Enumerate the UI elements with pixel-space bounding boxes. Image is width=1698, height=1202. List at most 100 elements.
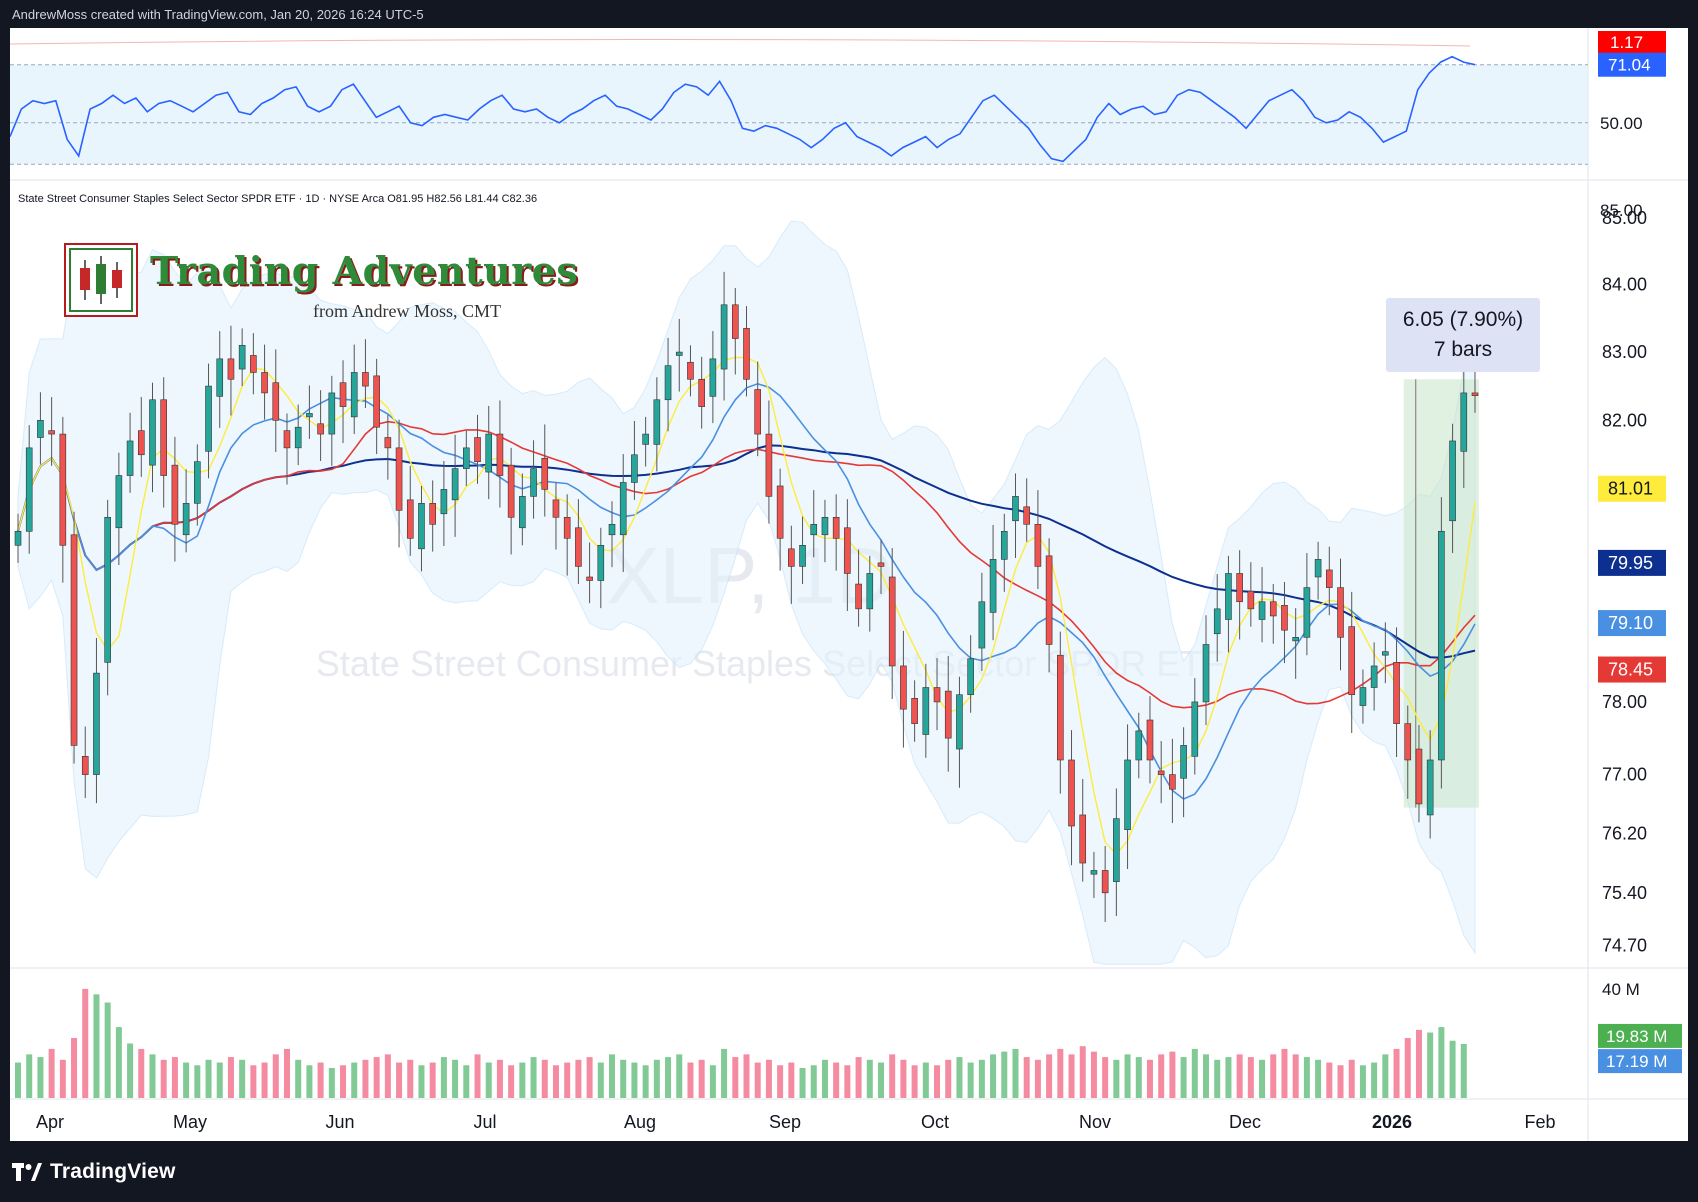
- price-tag: [1598, 656, 1666, 683]
- candle-body: [1068, 759, 1075, 827]
- candle-body: [149, 399, 156, 466]
- candle-body: [328, 392, 336, 435]
- candle-body: [900, 665, 907, 710]
- candle-body: [731, 304, 739, 339]
- candle-body: [922, 687, 930, 735]
- candle-body: [788, 548, 795, 567]
- candle-body: [967, 658, 974, 696]
- candle-body: [765, 433, 773, 497]
- volume-bar: [687, 1062, 694, 1098]
- volume-bar: [1415, 1029, 1422, 1098]
- volume-bar: [71, 1038, 78, 1098]
- volume-bar: [272, 1054, 279, 1098]
- volume-bar: [911, 1065, 918, 1098]
- candle-body: [799, 545, 806, 567]
- volume-bar: [15, 1062, 21, 1098]
- volume-bar: [317, 1062, 324, 1098]
- candle-body: [418, 503, 425, 550]
- candle-body: [687, 361, 694, 380]
- x-axis-label: Jul: [473, 1112, 496, 1132]
- volume-bar: [1023, 1057, 1030, 1098]
- volume-bar: [1382, 1054, 1389, 1098]
- candle-body: [1113, 818, 1120, 882]
- volume-bar: [609, 1054, 616, 1098]
- candle-body: [1404, 723, 1412, 761]
- volume-bar: [115, 1027, 122, 1098]
- candle-body: [137, 430, 145, 456]
- candle-body: [888, 576, 896, 667]
- candle-body: [720, 304, 728, 370]
- candle-body: [1326, 569, 1333, 588]
- volume-bar: [1135, 1057, 1142, 1098]
- candle-body: [877, 562, 885, 567]
- tradingview-logo[interactable]: TradingView: [12, 1160, 176, 1184]
- candle-body: [1471, 392, 1479, 396]
- volume-bar: [1460, 1043, 1467, 1098]
- volume-bar: [82, 988, 89, 1098]
- price-tag-label: 79.95: [1608, 553, 1653, 573]
- chart-panel[interactable]: 50.00 85.00 1.17 71.04 State Street Consumer…: [10, 28, 1688, 1141]
- candle-body: [1314, 559, 1322, 578]
- volume-bar: [934, 1065, 941, 1098]
- candle-body: [362, 372, 369, 387]
- volume-bar: [440, 1057, 447, 1098]
- candle-body: [48, 430, 55, 435]
- volume-bar: [328, 1068, 335, 1098]
- volume-bar: [732, 1057, 739, 1098]
- x-axis-label: Apr: [36, 1112, 64, 1132]
- volume-bar: [1203, 1054, 1210, 1098]
- volume-bar: [777, 1065, 784, 1098]
- volume-bar: [160, 1059, 167, 1098]
- candle-body: [104, 516, 111, 663]
- candle-body: [194, 461, 201, 504]
- rsi-red-tag-label: 1.17: [1610, 33, 1643, 52]
- volume-bar: [889, 1054, 896, 1098]
- candle-body: [1146, 719, 1154, 761]
- volume-bar: [922, 1062, 929, 1098]
- candle-body: [1157, 770, 1165, 775]
- candle-body: [1348, 626, 1356, 696]
- volume-bar: [1124, 1054, 1131, 1098]
- volume-bar: [149, 1054, 156, 1098]
- header-bar: AndrewMoss created with TradingView.com,…: [0, 0, 1698, 28]
- candle-body: [698, 378, 705, 407]
- candle-body: [474, 437, 481, 462]
- volume-bar: [351, 1062, 358, 1098]
- candle-body: [1269, 601, 1277, 617]
- logo-subtitle: from Andrew Moss, CMT: [313, 301, 501, 321]
- candle-body: [1393, 662, 1400, 724]
- candle-body: [294, 426, 302, 449]
- volume-bar: [183, 1062, 190, 1098]
- volume-bar: [93, 994, 100, 1098]
- volume-bar: [463, 1065, 470, 1098]
- volume-bar: [1225, 1057, 1232, 1098]
- volume-bar: [384, 1054, 391, 1098]
- candle-body: [350, 372, 358, 418]
- volume-bar: [1359, 1065, 1366, 1098]
- candle-body: [653, 399, 661, 445]
- candle-body: [776, 485, 784, 539]
- volume-bar: [821, 1059, 828, 1098]
- volume-bar: [127, 1043, 134, 1098]
- volume-bar: [171, 1057, 178, 1098]
- volume-bar: [765, 1059, 772, 1098]
- volume-bar: [496, 1059, 503, 1098]
- candle-body: [586, 576, 593, 581]
- price-tick-label: 85.00: [1602, 208, 1647, 228]
- candle-body: [1101, 870, 1109, 894]
- volume-bar: [1191, 1048, 1198, 1098]
- candle-body: [429, 503, 436, 525]
- rsi-tick-85: 85.00: [1600, 201, 1643, 220]
- volume-bar: [261, 1062, 268, 1098]
- volume-tick-label: 40 M: [1602, 980, 1640, 999]
- candle-body: [1247, 590, 1255, 610]
- x-axis-label: Jun: [325, 1112, 354, 1132]
- volume-bar: [620, 1059, 627, 1098]
- volume-bar: [295, 1059, 302, 1098]
- chart-svg[interactable]: 50.00 85.00 1.17 71.04 State Street Consumer…: [10, 28, 1688, 1141]
- price-tag-label: 79.10: [1608, 613, 1653, 633]
- measure-change: 6.05 (7.90%): [1402, 308, 1524, 331]
- volume-bar: [205, 1059, 212, 1098]
- candle-body: [81, 756, 89, 775]
- candle-body: [205, 385, 212, 452]
